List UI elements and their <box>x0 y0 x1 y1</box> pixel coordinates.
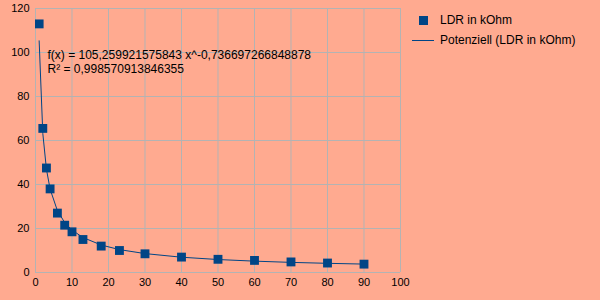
svg-text:0: 0 <box>23 266 29 278</box>
svg-text:70: 70 <box>285 276 297 288</box>
svg-text:100: 100 <box>11 46 29 58</box>
svg-text:30: 30 <box>139 276 151 288</box>
svg-text:60: 60 <box>17 134 29 146</box>
svg-text:40: 40 <box>175 276 187 288</box>
svg-text:0: 0 <box>32 276 38 288</box>
svg-text:90: 90 <box>358 276 370 288</box>
svg-text:120: 120 <box>11 2 29 14</box>
svg-text:20: 20 <box>17 222 29 234</box>
svg-text:60: 60 <box>248 276 260 288</box>
svg-text:f(x) = 105,259921575843 x^-0,7: f(x) = 105,259921575843 x^-0,73669726684… <box>48 48 312 76</box>
html-text:LDR in kOhm: LDR in kOhm <box>440 13 512 27</box>
html-text:Potenziell (LDR in kOhm): Potenziell (LDR in kOhm) <box>440 33 576 47</box>
svg-text:80: 80 <box>321 276 333 288</box>
svg-text:10: 10 <box>66 276 78 288</box>
svg-text:100: 100 <box>391 276 409 288</box>
svg-text:20: 20 <box>102 276 114 288</box>
svg-text:40: 40 <box>17 178 29 190</box>
svg-text:80: 80 <box>17 90 29 102</box>
svg-text:50: 50 <box>212 276 224 288</box>
